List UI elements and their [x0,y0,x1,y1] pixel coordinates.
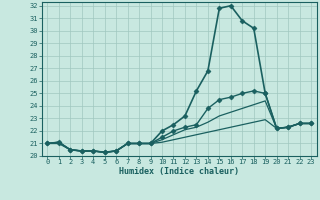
X-axis label: Humidex (Indice chaleur): Humidex (Indice chaleur) [119,167,239,176]
